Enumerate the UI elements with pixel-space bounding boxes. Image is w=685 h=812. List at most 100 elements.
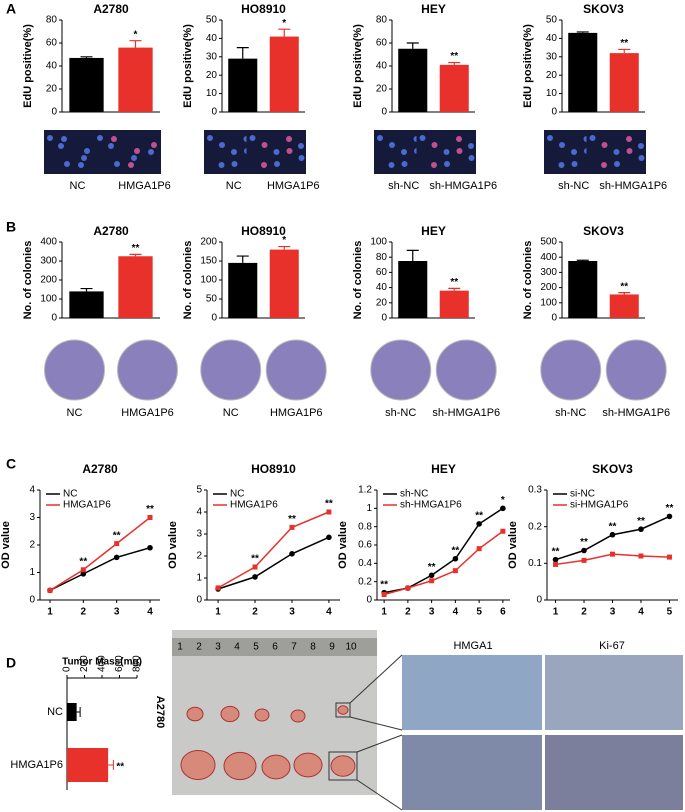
marker — [252, 574, 258, 580]
error-bar — [236, 255, 249, 263]
cell — [431, 142, 438, 148]
marker — [500, 528, 506, 534]
cell — [389, 142, 395, 148]
x-tick-label: 1 — [215, 607, 221, 618]
y-tick-label: 0 — [196, 595, 202, 606]
significance: ** — [475, 511, 483, 522]
y-tick-label: 20 — [376, 84, 388, 95]
chart-title: SKOV3 — [583, 224, 624, 238]
x-tick-label: 4 — [638, 607, 644, 618]
y-tick-label: 0 — [366, 595, 372, 606]
marker — [289, 551, 295, 557]
y-tick-label: 0.6 — [358, 540, 372, 551]
y-tick-label: 0 — [211, 313, 217, 324]
marker — [553, 561, 559, 567]
colony-dish — [44, 339, 105, 401]
y-tick-label: 50 — [206, 294, 218, 305]
y-tick-label: 60 — [46, 38, 58, 49]
zoom-line — [356, 734, 403, 753]
category-label: NC — [67, 407, 83, 419]
y-tick-label: 100 — [540, 297, 557, 308]
y-tick-label: 60 — [376, 267, 388, 278]
cell — [261, 162, 267, 168]
category-label: sh-HMGA1P6 — [429, 180, 497, 192]
cell — [151, 142, 157, 148]
cell — [444, 161, 450, 167]
y-tick-label: 4 — [196, 507, 202, 518]
y-tick-label: 0.4 — [358, 558, 372, 569]
y-tick-label: 40 — [376, 61, 388, 72]
significance: * — [134, 29, 138, 40]
marker — [638, 526, 644, 533]
marker — [147, 544, 153, 551]
bar — [67, 748, 109, 782]
marker — [147, 515, 153, 520]
y-tick-label: 400 — [40, 237, 57, 248]
cell — [64, 161, 70, 167]
y-tick-label: 1.2 — [358, 485, 372, 496]
x-tick-label: 6 — [500, 607, 506, 618]
panel-label: A — [6, 1, 16, 17]
cell — [81, 155, 87, 161]
cell — [286, 136, 292, 142]
cell — [388, 162, 395, 168]
y-tick-label: 3 — [29, 512, 35, 523]
chart-title: SKOV3 — [583, 2, 624, 16]
cell — [456, 136, 462, 142]
marker — [405, 585, 411, 591]
cell — [419, 135, 426, 141]
cell — [298, 143, 304, 149]
y-tick-label: 0 — [51, 107, 57, 118]
tumor — [186, 706, 204, 722]
cell — [108, 143, 114, 149]
chart-title: HEY — [421, 224, 446, 238]
cell — [601, 142, 608, 148]
x-tick-label: 3 — [429, 607, 435, 618]
chart-title: SKOV3 — [592, 462, 633, 476]
ruler-number: 10 — [345, 642, 357, 653]
tumor — [337, 705, 349, 715]
colony-dish — [435, 339, 497, 401]
ihc-header: Ki-67 — [599, 640, 625, 652]
chart-title: HEY — [431, 462, 456, 476]
x-tick-label: 3 — [289, 607, 295, 618]
marker — [500, 505, 506, 512]
chart-title: A2780 — [93, 224, 129, 238]
marker — [113, 554, 120, 561]
x-tick-label: 5 — [476, 607, 482, 618]
y-tick-label: 5 — [196, 485, 202, 496]
series-line — [49, 547, 151, 592]
cell — [111, 136, 117, 142]
category-label: sh-NC — [558, 180, 589, 192]
tumor — [293, 752, 323, 778]
bar — [269, 249, 299, 318]
y-tick-label: 300 — [40, 256, 57, 267]
x-tick-label: 3 — [114, 607, 120, 618]
error-bar — [576, 31, 589, 33]
y-tick-label: 80 — [376, 15, 388, 26]
x-tick-label: 5 — [667, 607, 673, 618]
cell — [131, 155, 137, 161]
cell — [218, 162, 225, 168]
ruler-number: 9 — [329, 642, 335, 653]
bar — [398, 261, 428, 318]
y-tick-label: 200 — [540, 282, 557, 293]
significance: ** — [325, 499, 333, 510]
cell — [614, 161, 620, 167]
marker — [666, 513, 673, 520]
cell — [626, 136, 632, 142]
legend-label: sh-HMGA1P6 — [400, 500, 462, 511]
significance: ** — [132, 243, 140, 254]
marker — [452, 555, 459, 562]
marker — [552, 556, 559, 563]
y-tick-label: 0.2 — [358, 576, 372, 587]
marker — [638, 553, 644, 559]
bar — [69, 57, 104, 112]
y-tick-label: 1 — [196, 573, 202, 584]
y-tick-label: 2 — [29, 540, 35, 551]
category-label: sh-NC — [388, 180, 419, 192]
y-axis-label: No. of colonies — [182, 241, 194, 320]
bar — [568, 32, 598, 112]
cell — [638, 143, 644, 149]
legend-label: HMGA1P6 — [63, 500, 111, 511]
